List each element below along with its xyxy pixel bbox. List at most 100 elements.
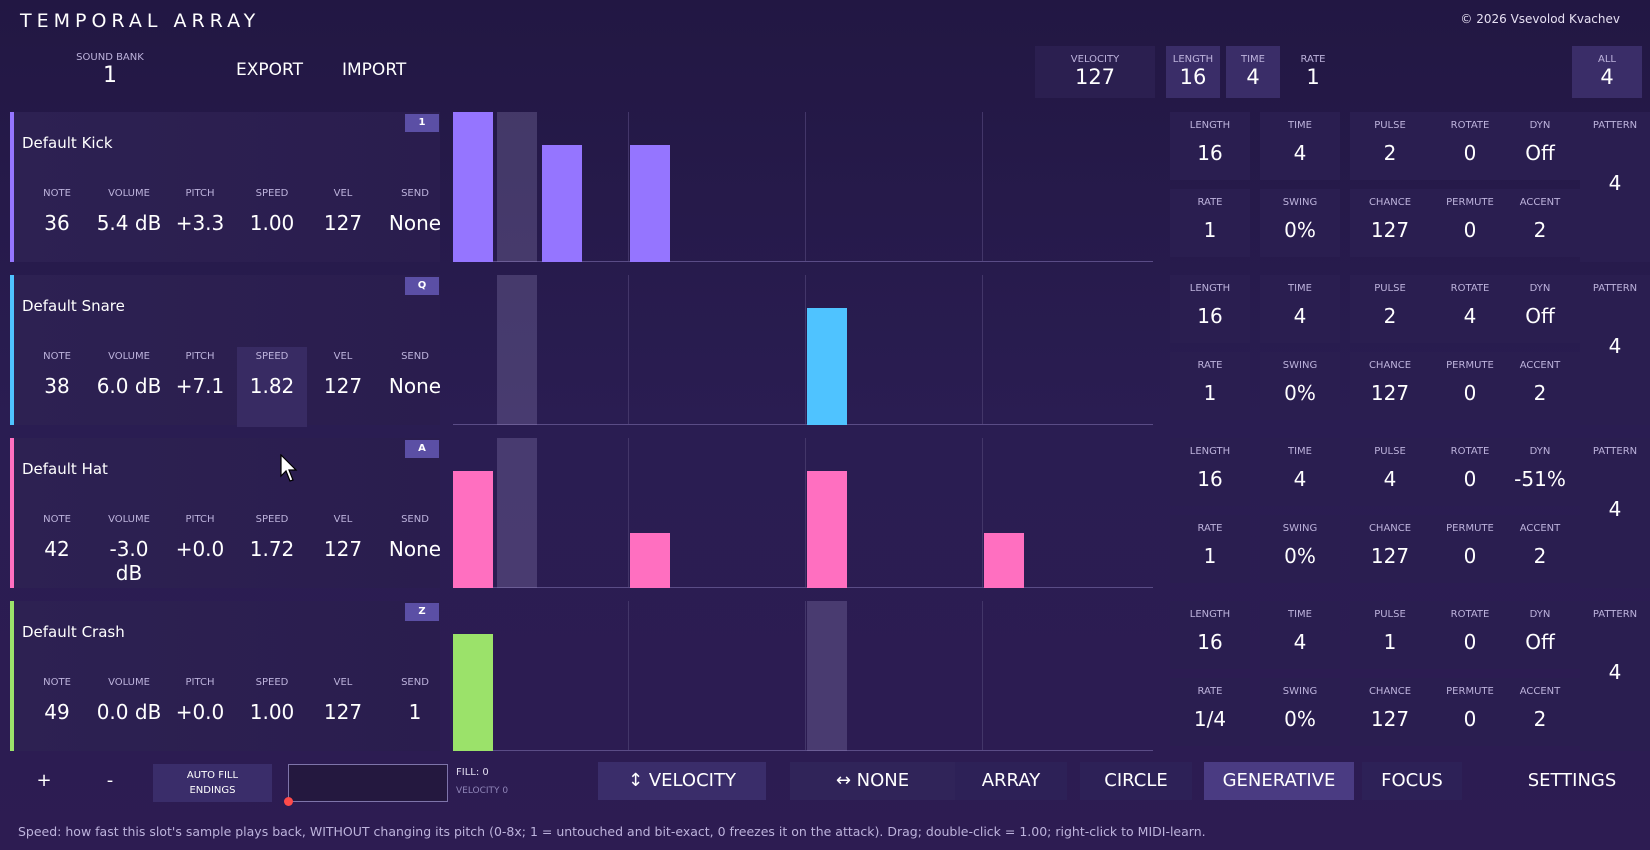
param-note[interactable]: NOTE 38	[22, 347, 92, 427]
gen-pulse[interactable]: PULSE 2	[1350, 275, 1430, 343]
time-control[interactable]: TIME 4	[1226, 46, 1280, 98]
rate-control[interactable]: RATE 1	[1286, 46, 1340, 98]
gen-time[interactable]: TIME 4	[1260, 438, 1340, 506]
lane-1[interactable]: Default Snare Q NOTE 38 VOLUME 6.0 dB PITCH +7.…	[10, 275, 1160, 427]
step-bar[interactable]	[453, 112, 493, 262]
gen-accent[interactable]: ACCENT 2	[1500, 515, 1580, 583]
gen-accent[interactable]: ACCENT 2	[1500, 352, 1580, 420]
lane-generator-panel[interactable]: LENGTH 16 TIME 4 PULSE 2 ROTATE 4 DYN Off RATE 1 SWI…	[1170, 275, 1580, 425]
auto-fill-endings-button[interactable]: AUTO FILL ENDINGS	[153, 764, 272, 802]
lane-0[interactable]: Default Kick 1 NOTE 36 VOLUME 5.4 dB PITCH +3.3…	[10, 112, 1160, 262]
pattern-control[interactable]: PATTERN 4	[1580, 112, 1650, 262]
param-vel[interactable]: VEL 127	[308, 184, 378, 264]
param-send[interactable]: SEND None	[380, 510, 450, 590]
circle-view-button[interactable]: CIRCLE	[1080, 762, 1192, 800]
fill-slider[interactable]	[288, 764, 448, 802]
gen-time[interactable]: TIME 4	[1260, 275, 1340, 343]
param-send[interactable]: SEND 1	[380, 673, 450, 753]
param-pitch[interactable]: PITCH +7.1	[165, 347, 235, 427]
export-button[interactable]: EXPORT	[236, 60, 303, 80]
lane-generator-panel[interactable]: LENGTH 16 TIME 4 PULSE 4 ROTATE 0 DYN -51% RATE 1 SW…	[1170, 438, 1580, 588]
param-speed[interactable]: SPEED 1.82	[237, 347, 307, 427]
gen-swing[interactable]: SWING 0%	[1260, 515, 1340, 583]
gen-dyn[interactable]: DYN Off	[1500, 275, 1580, 343]
pattern-control[interactable]: PATTERN 4	[1580, 601, 1650, 751]
array-view-button[interactable]: ARRAY	[955, 762, 1067, 800]
gen-chance[interactable]: CHANCE 127	[1350, 678, 1430, 746]
gen-length[interactable]: LENGTH 16	[1170, 601, 1250, 669]
gen-chance[interactable]: CHANCE 127	[1350, 352, 1430, 420]
param-volume[interactable]: VOLUME 0.0 dB	[94, 673, 164, 753]
lane-card[interactable]: Default Hat A NOTE 42 VOLUME -3.0 dB PITCH +0.0…	[10, 438, 441, 590]
step-bar[interactable]	[453, 634, 493, 751]
lane-card[interactable]: Default Kick 1 NOTE 36 VOLUME 5.4 dB PITCH +3.3…	[10, 112, 441, 264]
gen-accent[interactable]: ACCENT 2	[1500, 189, 1580, 257]
param-speed[interactable]: SPEED 1.72	[237, 510, 307, 590]
param-send[interactable]: SEND None	[380, 184, 450, 264]
settings-button[interactable]: SETTINGS	[1527, 770, 1617, 791]
param-volume[interactable]: VOLUME 5.4 dB	[94, 184, 164, 264]
all-control[interactable]: ALL 4	[1572, 46, 1642, 98]
gen-chance[interactable]: CHANCE 127	[1350, 189, 1430, 257]
gen-time[interactable]: TIME 4	[1260, 112, 1340, 180]
gen-chance[interactable]: CHANCE 127	[1350, 515, 1430, 583]
lane-generator-panel[interactable]: LENGTH 16 TIME 4 PULSE 2 ROTATE 0 DYN Off RATE 1 SWI…	[1170, 112, 1580, 262]
param-note[interactable]: NOTE 36	[22, 184, 92, 264]
step-grid[interactable]	[453, 112, 1153, 262]
param-note[interactable]: NOTE 49	[22, 673, 92, 753]
step-grid[interactable]	[453, 275, 1153, 425]
remove-lane-button[interactable]: -	[106, 770, 114, 791]
gen-swing[interactable]: SWING 0%	[1260, 189, 1340, 257]
gen-dyn[interactable]: DYN Off	[1500, 112, 1580, 180]
gen-rate[interactable]: RATE 1	[1170, 352, 1250, 420]
gen-length[interactable]: LENGTH 16	[1170, 438, 1250, 506]
gen-length[interactable]: LENGTH 16	[1170, 275, 1250, 343]
import-button[interactable]: IMPORT	[342, 60, 407, 80]
gen-rotate[interactable]: ROTATE 0	[1430, 601, 1510, 669]
param-speed[interactable]: SPEED 1.00	[237, 184, 307, 264]
sound-bank-control[interactable]: SOUND BANK 1	[60, 52, 160, 88]
pattern-control[interactable]: PATTERN 4	[1580, 438, 1650, 588]
param-pitch[interactable]: PITCH +0.0	[165, 510, 235, 590]
step-grid[interactable]	[453, 438, 1153, 588]
gen-permute[interactable]: PERMUTE 0	[1430, 189, 1510, 257]
gen-swing[interactable]: SWING 0%	[1260, 352, 1340, 420]
step-bar[interactable]	[807, 471, 847, 588]
lane-generator-panel[interactable]: LENGTH 16 TIME 4 PULSE 1 ROTATE 0 DYN Off RATE 1/4 S…	[1170, 601, 1580, 751]
param-volume[interactable]: VOLUME -3.0 dB	[94, 510, 164, 590]
gen-pulse[interactable]: PULSE 4	[1350, 438, 1430, 506]
pattern-control[interactable]: PATTERN 4	[1580, 275, 1650, 425]
add-lane-button[interactable]: +	[36, 770, 52, 791]
gen-dyn[interactable]: DYN -51%	[1500, 438, 1580, 506]
param-volume[interactable]: VOLUME 6.0 dB	[94, 347, 164, 427]
step-bar[interactable]	[630, 145, 670, 262]
lane-2[interactable]: Default Hat A NOTE 42 VOLUME -3.0 dB PITCH +0.0…	[10, 438, 1160, 588]
gen-rate[interactable]: RATE 1	[1170, 515, 1250, 583]
velocity-control[interactable]: VELOCITY 127	[1035, 46, 1155, 98]
focus-view-button[interactable]: FOCUS	[1362, 762, 1462, 800]
lane-card[interactable]: Default Snare Q NOTE 38 VOLUME 6.0 dB PITCH +7.…	[10, 275, 441, 427]
fill-slider-handle[interactable]	[284, 797, 293, 806]
gen-rotate[interactable]: ROTATE 0	[1430, 112, 1510, 180]
step-bar[interactable]	[541, 145, 582, 262]
gen-rate[interactable]: RATE 1/4	[1170, 678, 1250, 746]
length-control[interactable]: LENGTH 16	[1166, 46, 1220, 98]
gen-pulse[interactable]: PULSE 1	[1350, 601, 1430, 669]
gen-permute[interactable]: PERMUTE 0	[1430, 352, 1510, 420]
param-vel[interactable]: VEL 127	[308, 510, 378, 590]
gen-swing[interactable]: SWING 0%	[1260, 678, 1340, 746]
step-bar[interactable]	[984, 532, 1024, 588]
gen-rotate[interactable]: ROTATE 0	[1430, 438, 1510, 506]
param-vel[interactable]: VEL 127	[308, 347, 378, 427]
gen-rate[interactable]: RATE 1	[1170, 189, 1250, 257]
gen-accent[interactable]: ACCENT 2	[1500, 678, 1580, 746]
gen-length[interactable]: LENGTH 16	[1170, 112, 1250, 180]
velocity-mode-button[interactable]: ↕ VELOCITY	[598, 762, 766, 800]
param-note[interactable]: NOTE 42	[22, 510, 92, 590]
gen-permute[interactable]: PERMUTE 0	[1430, 678, 1510, 746]
gen-pulse[interactable]: PULSE 2	[1350, 112, 1430, 180]
gen-rotate[interactable]: ROTATE 4	[1430, 275, 1510, 343]
param-speed[interactable]: SPEED 1.00	[237, 673, 307, 753]
param-vel[interactable]: VEL 127	[308, 673, 378, 753]
step-grid[interactable]	[453, 601, 1153, 751]
